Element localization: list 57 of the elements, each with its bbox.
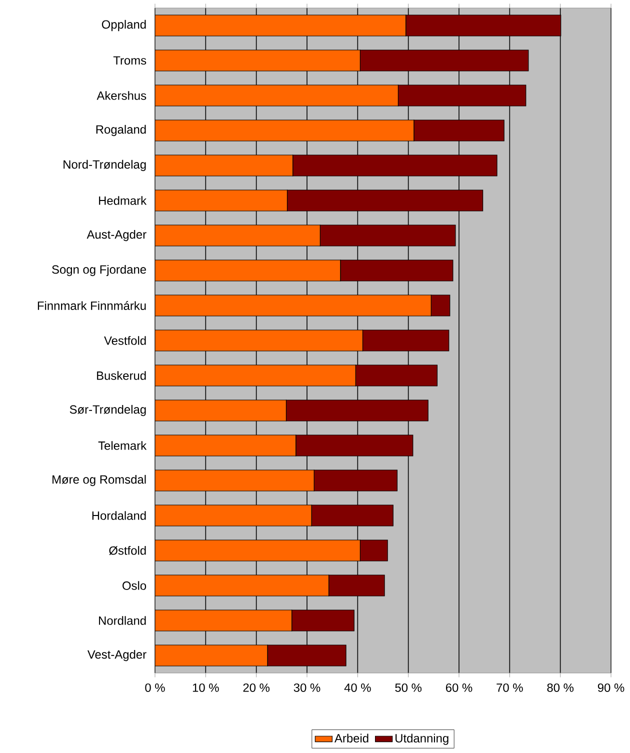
y-tick-label: Sogn og Fjordane bbox=[52, 264, 146, 276]
bar bbox=[155, 434, 296, 456]
bar bbox=[155, 504, 312, 526]
y-tick-label: Finnmark Finnmárku bbox=[38, 301, 146, 310]
bar bbox=[155, 540, 360, 562]
bar bbox=[155, 294, 432, 316]
bar bbox=[155, 330, 364, 352]
bar bbox=[155, 574, 330, 596]
bar bbox=[296, 434, 414, 456]
x-tick-label: 90 % bbox=[598, 683, 624, 692]
y-tick-label: Vest-Agder bbox=[87, 650, 146, 662]
y-tick-label: Oslo bbox=[122, 581, 146, 590]
x-tick-label: 60 % bbox=[446, 683, 472, 692]
bar bbox=[286, 400, 428, 422]
x-tick-label: 30 % bbox=[294, 683, 320, 692]
bar bbox=[155, 84, 398, 106]
y-tick-label: Hedmark bbox=[99, 196, 147, 205]
legend-label: Arbeid bbox=[334, 734, 368, 742]
legend-label: Utdanning bbox=[396, 734, 448, 745]
bar bbox=[155, 400, 287, 422]
bar bbox=[360, 540, 388, 562]
y-tick-label: Akershus bbox=[96, 91, 146, 100]
bar bbox=[155, 190, 288, 212]
bar bbox=[328, 574, 385, 596]
y-tick-label: Møre og Romsdal bbox=[52, 474, 146, 486]
bar bbox=[155, 364, 356, 386]
y-tick-label: Aust-Agder bbox=[86, 230, 146, 242]
y-tick-label: Telemark bbox=[98, 441, 147, 450]
x-tick-label: 70 % bbox=[496, 683, 523, 692]
y-tick-label: Troms bbox=[113, 56, 146, 65]
x-tick-label: 20 % bbox=[243, 683, 270, 692]
bar bbox=[155, 224, 320, 246]
y-tick-label: Oppland bbox=[102, 20, 146, 32]
x-tick-label: 10 % bbox=[192, 683, 219, 692]
bar bbox=[155, 470, 314, 492]
y-tick-label: Vestfold bbox=[104, 336, 146, 345]
y-tick-label: Nord-Trøndelag bbox=[64, 160, 146, 172]
bar bbox=[155, 14, 406, 36]
y-tick-label: Østfold bbox=[109, 546, 146, 555]
bar bbox=[155, 644, 268, 666]
bar bbox=[311, 504, 394, 526]
y-tick-label: Nordland bbox=[99, 616, 146, 625]
bar bbox=[155, 610, 292, 632]
y-tick-label: Sør-Trøndelag bbox=[70, 404, 146, 416]
bar bbox=[155, 154, 294, 176]
x-tick-label: 40 % bbox=[344, 683, 371, 692]
bar bbox=[314, 470, 398, 492]
x-tick-label: 50 % bbox=[395, 683, 422, 692]
bar bbox=[155, 120, 414, 142]
y-tick-label: Rogaland bbox=[96, 124, 146, 136]
y-tick-label: Buskerud bbox=[97, 371, 146, 380]
bar bbox=[155, 260, 341, 282]
y-tick-label: Hordaland bbox=[92, 511, 146, 520]
x-tick-label: 0 % bbox=[145, 683, 165, 692]
x-tick-label: 80 % bbox=[547, 683, 574, 692]
bar bbox=[155, 50, 360, 72]
bar bbox=[292, 610, 354, 632]
